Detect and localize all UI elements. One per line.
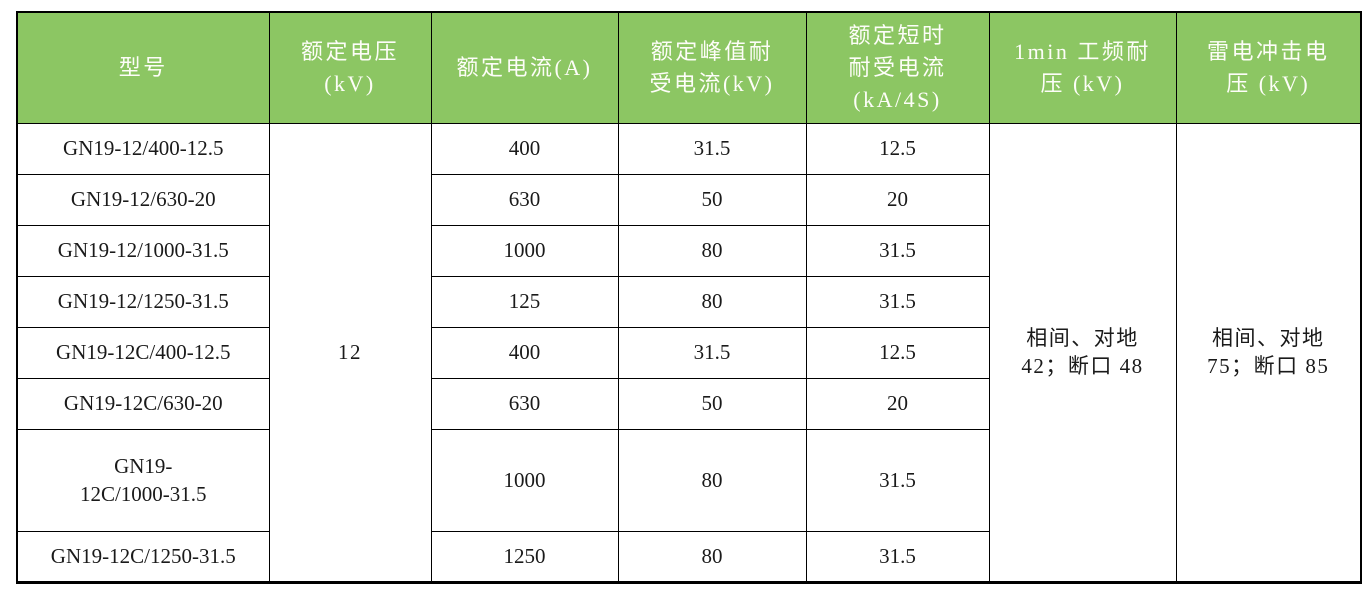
col-header-power-frequency-withstand-voltage: 1min 工频耐 压 (kV) [988,11,1177,124]
cell-power-frequency-withstand-voltage: 相间、对地 42；断口 48 [988,122,1177,583]
cell-model: GN19-12/400-12.5 [16,122,270,175]
cell-rated-current: 1250 [430,530,619,583]
cell-rated-current: 125 [430,275,619,328]
cell-rated-current: 630 [430,377,619,430]
cell-short-time-withstand-current: 12.5 [805,326,990,379]
cell-short-time-withstand-current: 12.5 [805,122,990,175]
table-row: GN19-12/630-20 630 50 20 [16,173,1361,226]
col-header-short-time-withstand-current: 额定短时 耐受电流 (kA/4S) [805,11,990,124]
cell-model: GN19-12/630-20 [16,173,270,226]
spec-table: 型号 额定电压 (kV) 额定电流(A) 额定峰值耐 受电流(kV) 额定短时 … [16,11,1362,584]
table-row: GN19-12/400-12.5 12 400 31.5 12.5 相间、对地 … [16,122,1362,583]
cell-rated-voltage: 12 [268,122,432,583]
cell-peak-withstand-current: 80 [617,428,807,532]
table-row: GN19-12/1000-31.5 1000 80 31.5 [16,224,1361,277]
col-header-lightning-impulse-voltage: 雷电冲击电 压 (kV) [1175,11,1362,124]
col-header-rated-current: 额定电流(A) [430,11,619,124]
cell-model: GN19-12/1250-31.5 [16,275,270,328]
cell-model: GN19- 12C/1000-31.5 [16,428,270,532]
cell-rated-current: 630 [430,173,619,226]
cell-model: GN19-12C/400-12.5 [16,326,270,379]
cell-peak-withstand-current: 31.5 [617,326,807,379]
cell-peak-withstand-current: 80 [617,224,807,277]
cell-peak-withstand-current: 80 [617,275,807,328]
col-header-rated-voltage: 额定电压 (kV) [268,11,432,124]
cell-short-time-withstand-current: 31.5 [805,530,990,583]
cell-peak-withstand-current: 50 [617,173,807,226]
cell-rated-current: 400 [430,326,619,379]
cell-rated-current: 1000 [430,224,619,277]
cell-lightning-impulse-voltage: 相间、对地 75；断口 85 [1175,122,1362,583]
cell-short-time-withstand-current: 20 [805,377,990,430]
header-row: 型号 额定电压 (kV) 额定电流(A) 额定峰值耐 受电流(kV) 额定短时 … [16,11,1362,124]
cell-rated-current: 1000 [430,428,619,532]
cell-peak-withstand-current: 31.5 [617,122,807,175]
cell-model: GN19-12/1000-31.5 [16,224,270,277]
cell-short-time-withstand-current: 20 [805,173,990,226]
cell-short-time-withstand-current: 31.5 [805,224,990,277]
col-header-model: 型号 [16,11,270,124]
table-row: GN19-12/1250-31.5 125 80 31.5 [16,275,1361,328]
table-row: GN19-12C/630-20 630 50 20 [16,377,1361,430]
cell-short-time-withstand-current: 31.5 [805,428,990,532]
cell-short-time-withstand-current: 31.5 [805,275,990,328]
cell-model: GN19-12C/630-20 [16,377,270,430]
table-row: GN19-12C/1250-31.5 1250 80 31.5 [16,530,1361,583]
table-row: GN19- 12C/1000-31.5 1000 80 31.5 [16,428,1361,532]
cell-peak-withstand-current: 80 [617,530,807,583]
cell-model: GN19-12C/1250-31.5 [16,530,270,583]
col-header-peak-withstand-current: 额定峰值耐 受电流(kV) [617,11,807,124]
cell-peak-withstand-current: 50 [617,377,807,430]
cell-rated-current: 400 [430,122,619,175]
